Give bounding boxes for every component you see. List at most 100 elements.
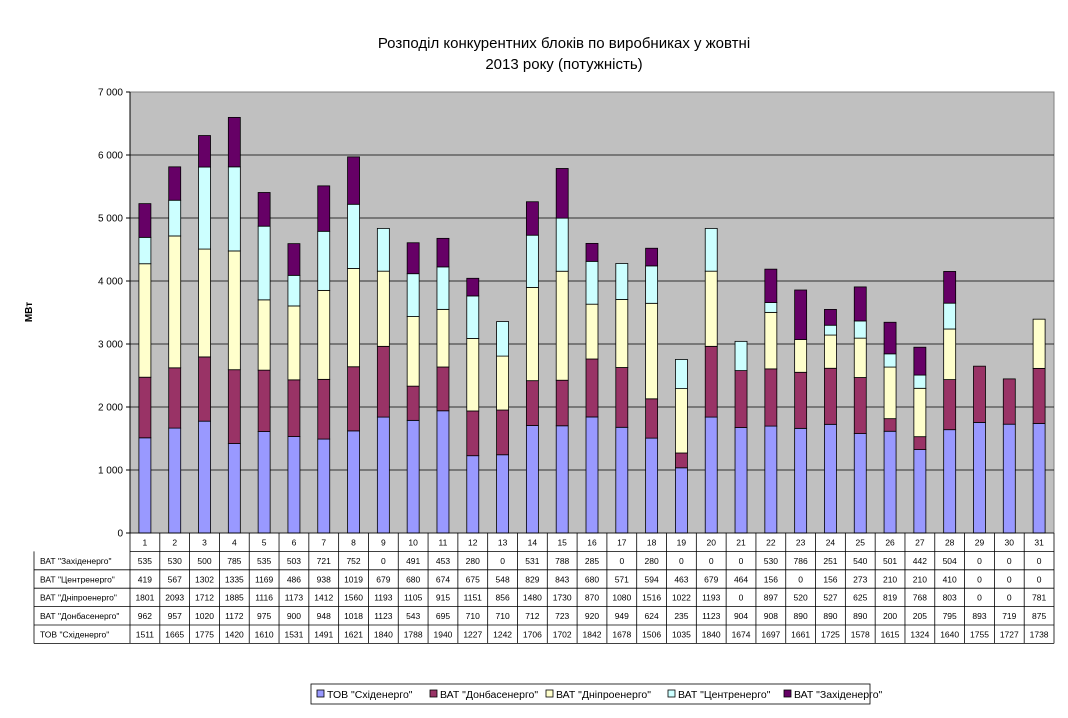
table-cell: 679 xyxy=(376,574,390,584)
bar-segment xyxy=(645,398,659,439)
y-tick-label: 4 000 xyxy=(98,277,123,288)
bar-segment xyxy=(913,346,927,376)
table-cell: 1775 xyxy=(195,630,214,640)
bar-segment xyxy=(615,263,629,300)
bar-segment xyxy=(138,437,152,534)
table-cell: 1621 xyxy=(344,630,363,640)
table-cell: 200 xyxy=(883,611,897,621)
category-label: 22 xyxy=(766,538,776,548)
table-cell: 1172 xyxy=(225,611,244,621)
bar-segment xyxy=(227,369,241,444)
legend-label: ТОВ "Східенерго" xyxy=(327,689,413,701)
bar-segment xyxy=(138,203,152,238)
bar-segment xyxy=(198,135,211,168)
table-cell: 1940 xyxy=(434,630,453,640)
table-cell: 1173 xyxy=(285,593,304,603)
bar-segment xyxy=(525,380,539,426)
bar-segment xyxy=(466,455,480,534)
bar-segment xyxy=(168,427,182,534)
bar-segment xyxy=(824,367,837,425)
legend: ТОВ "Східенерго" ВАТ "Донбасенерго" ВАТ "Д… xyxy=(310,683,883,705)
bar-segment xyxy=(913,436,927,450)
bar-segment xyxy=(585,242,599,262)
table-cell: 2093 xyxy=(165,593,184,603)
bar-segment xyxy=(853,286,867,322)
category-label: 13 xyxy=(498,538,508,548)
bar-segment xyxy=(853,433,867,534)
bar-segment xyxy=(168,199,182,237)
y-tick-label: 3 000 xyxy=(98,340,123,351)
category-label: 3 xyxy=(202,538,207,548)
table-cell: 712 xyxy=(525,611,539,621)
chart-title-line-2: 2013 року (потужність) xyxy=(485,56,642,73)
y-tick-label: 6 000 xyxy=(98,151,123,162)
bar-segment xyxy=(347,203,360,269)
bar-segment xyxy=(1032,423,1046,534)
bar-segment xyxy=(347,366,360,432)
bar-segment xyxy=(824,423,837,534)
table-cell: 463 xyxy=(674,574,688,584)
bar-segment xyxy=(257,192,271,227)
bar-segment xyxy=(466,277,480,297)
table-cell: 548 xyxy=(495,574,509,584)
table-cell: 1730 xyxy=(553,593,572,603)
bar-segment xyxy=(287,274,301,307)
bar-segment xyxy=(496,321,509,357)
category-label: 2 xyxy=(172,538,177,548)
legend-swatch xyxy=(783,689,792,698)
table-cell: 1615 xyxy=(881,630,900,640)
table-cell: 0 xyxy=(977,556,982,566)
bar-segment xyxy=(853,337,867,378)
table-cell: 1702 xyxy=(553,630,572,640)
bar-segment xyxy=(525,425,539,534)
bar-segment xyxy=(436,266,450,310)
bar-segment xyxy=(704,270,718,347)
table-cell: 856 xyxy=(495,593,509,603)
bar-segment xyxy=(406,273,420,317)
table-cell: 1560 xyxy=(344,593,363,603)
legend-label: ВАТ "Центренерго" xyxy=(678,689,771,701)
table-cell: 1018 xyxy=(344,611,363,621)
table-cell: 567 xyxy=(168,574,182,584)
bar-segment xyxy=(227,116,241,168)
bar-segment xyxy=(227,250,241,371)
bar-segment xyxy=(675,359,688,390)
table-cell: 1123 xyxy=(374,611,393,621)
bar-segment xyxy=(138,236,152,265)
table-cell: 710 xyxy=(495,611,509,621)
table-cell: 890 xyxy=(794,611,808,621)
table-cell: 520 xyxy=(794,593,808,603)
table-cell: 679 xyxy=(704,574,718,584)
bar-segment xyxy=(376,416,390,534)
table-cell: 680 xyxy=(585,574,599,584)
category-label: 14 xyxy=(528,538,538,548)
bar-segment xyxy=(555,379,569,427)
table-cell: 674 xyxy=(436,574,450,584)
table-cell: 843 xyxy=(555,574,569,584)
category-label: 31 xyxy=(1034,538,1044,548)
bar-segment xyxy=(704,416,718,534)
category-label: 26 xyxy=(885,538,895,548)
category-label: 21 xyxy=(736,538,746,548)
table-cell: 273 xyxy=(853,574,867,584)
table-cell: 719 xyxy=(1002,611,1016,621)
table-cell: 0 xyxy=(1007,574,1012,584)
table-cell: 768 xyxy=(913,593,927,603)
table-cell: 0 xyxy=(679,556,684,566)
bar-segment xyxy=(496,409,509,456)
category-label: 23 xyxy=(796,538,806,548)
bar-segment xyxy=(347,268,360,368)
table-cell: 920 xyxy=(585,611,599,621)
table-cell: 1324 xyxy=(910,630,929,640)
bar-segment xyxy=(675,452,688,469)
table-cell: 893 xyxy=(972,611,986,621)
bar-segment xyxy=(764,368,778,427)
table-cell: 890 xyxy=(853,611,867,621)
bar-segment xyxy=(317,378,331,440)
bar-segment xyxy=(824,324,837,336)
bar-segment xyxy=(1002,378,1016,425)
bar-segment xyxy=(585,416,599,534)
table-cell: 1706 xyxy=(523,630,542,640)
bar-segment xyxy=(764,311,778,370)
legend-label: ВАТ "Західенерго" xyxy=(794,689,883,701)
